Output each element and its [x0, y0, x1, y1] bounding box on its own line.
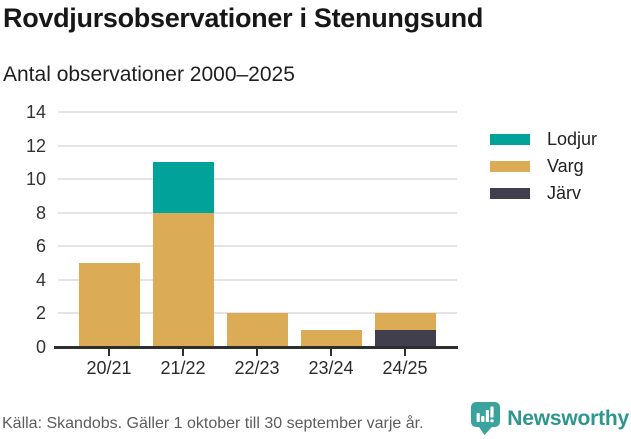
newsworthy-chart-bubble-icon: [471, 402, 501, 435]
x-axis-tick-label: 24/25: [382, 358, 428, 378]
legend-item-lodjur: Lodjur: [490, 128, 597, 150]
legend-swatch-icon: [490, 187, 530, 199]
bar-segment-varg-22/23: [226, 313, 288, 347]
x-axis-tick-label: 20/21: [86, 358, 132, 378]
x-axis-tick-label: 21/22: [160, 358, 206, 378]
gridline-y-8: [58, 211, 457, 214]
legend-item-varg: Varg: [490, 155, 597, 177]
x-axis-tick: [108, 349, 110, 356]
x-axis-tick: [182, 349, 184, 356]
gridline-y-10: [58, 178, 457, 181]
x-axis-tick-label: 23/24: [308, 358, 354, 378]
x-axis-tick: [404, 349, 406, 356]
y-axis-tick-label: 4: [35, 269, 46, 290]
chart-legend: Lodjur Varg Järv: [490, 128, 597, 204]
y-axis-tick-label: 12: [25, 135, 46, 156]
legend-item-järv: Järv: [490, 182, 597, 204]
legend-label: Lodjur: [547, 129, 598, 149]
bar-segment-lodjur-21/22: [152, 162, 214, 213]
legend-label: Varg: [547, 156, 584, 176]
x-axis-line: [54, 346, 458, 349]
y-axis-tick-label: 14: [25, 102, 46, 123]
y-axis-tick-label: 10: [25, 169, 46, 190]
gridline-y-12: [58, 144, 457, 147]
bar-segment-varg-21/22: [152, 212, 214, 347]
newsworthy-logo[interactable]: Newsworthy: [471, 402, 629, 435]
bar-segment-varg-23/24: [300, 330, 362, 347]
y-axis-tick-label: 0: [35, 337, 46, 357]
y-axis-tick-label: 6: [35, 236, 46, 257]
newsworthy-wordmark: Newsworthy: [507, 406, 629, 430]
gridline-y-4: [58, 278, 457, 281]
source-note: Källa: Skandobs. Gäller 1 oktober till 3…: [2, 415, 424, 432]
chart-title: Rovdjursobservationer i Stenungsund: [3, 3, 484, 33]
x-axis-tick: [330, 349, 332, 356]
legend-swatch-icon: [490, 133, 530, 145]
y-axis-tick-label: 2: [35, 303, 46, 324]
legend-label: Järv: [547, 183, 582, 203]
bar-segment-varg-20/21: [78, 263, 140, 347]
x-axis-tick: [256, 349, 258, 356]
x-axis-tick-label: 22/23: [234, 358, 280, 378]
bar-segment-järv-24/25: [374, 330, 436, 347]
gridline-y-14: [58, 111, 457, 114]
gridline-y-6: [58, 245, 457, 248]
chart-subtitle: Antal observationer 2000–2025: [3, 63, 295, 86]
legend-swatch-icon: [490, 160, 530, 172]
bar-segment-varg-24/25: [374, 313, 436, 331]
y-axis-tick-label: 8: [35, 202, 46, 223]
